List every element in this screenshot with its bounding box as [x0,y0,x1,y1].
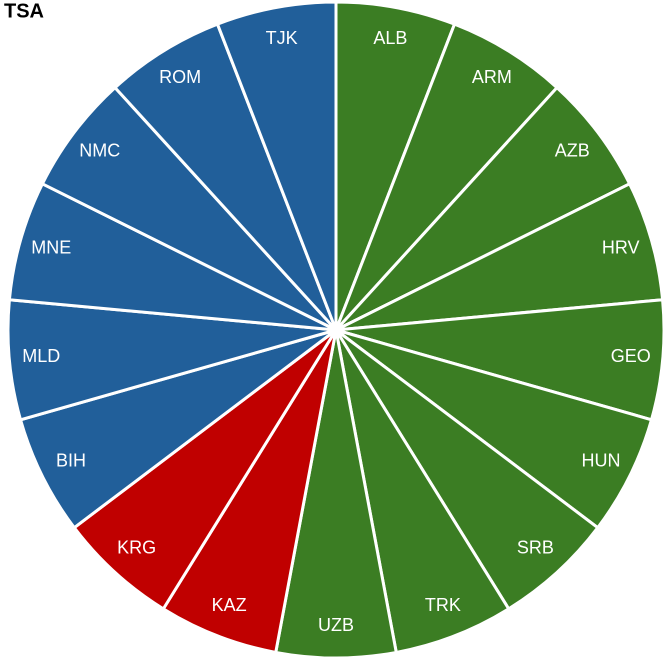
slice-label: TRK [425,595,461,615]
pie-slice [19,328,338,530]
slice-label: KRG [117,537,156,557]
pie-slice [334,22,559,332]
pie-slice [161,328,338,654]
pie-slice [334,328,511,654]
slice-label: ROM [159,67,201,87]
pie-slice [334,182,664,332]
slice-label: HRV [602,238,640,258]
pie-slice [7,182,338,332]
slice-label: AZB [555,140,590,160]
slice-label: GEO [611,346,651,366]
pie-slice [334,86,632,332]
slice-label: BIH [56,451,86,471]
slice-label: TJK [266,28,298,48]
slice-label: ALB [373,28,407,48]
slice-label: MNE [31,238,71,258]
pie-slice [334,328,653,530]
slice-label: KAZ [212,595,247,615]
pie-slice [72,328,338,611]
pie-slice [6,298,338,422]
pie-slice [334,328,600,611]
pie-slice [274,328,398,659]
chart-title: TSA [4,0,44,22]
slice-label: ARM [472,67,512,87]
pie-slice [334,298,664,422]
pie-slice [40,86,338,332]
slice-label: UZB [318,615,354,635]
pie-slice [334,0,456,332]
slice-label: SRB [517,537,554,557]
slice-label: NMC [79,140,120,160]
pie-slice [113,22,338,332]
slice-label: HUN [581,451,620,471]
slice-label: MLD [22,346,60,366]
pie-slice [216,0,338,332]
